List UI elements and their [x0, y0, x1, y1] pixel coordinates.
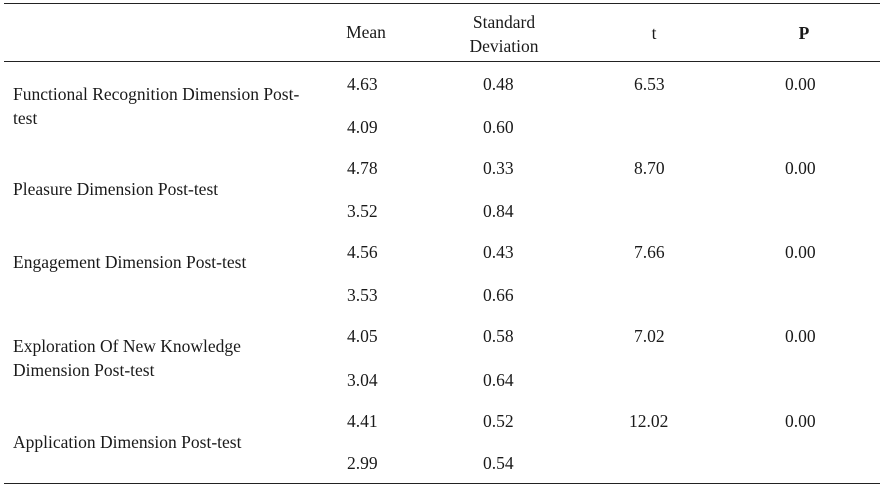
mean-value: 4.09: [347, 117, 378, 137]
table-header-rule: [4, 61, 880, 62]
sd-value: 0.64: [483, 370, 514, 390]
mean-value: 4.05: [347, 326, 378, 346]
p-value: 0.00: [785, 158, 816, 178]
mean-value: 2.99: [347, 453, 378, 473]
sd-value: 0.60: [483, 117, 514, 137]
t-value: 8.70: [634, 158, 665, 178]
table-top-rule: [4, 3, 880, 4]
row-label: Engagement Dimension Post-test: [13, 252, 247, 272]
mean-value: 3.04: [347, 370, 378, 390]
row-label: Exploration Of New Knowledge Dimension P…: [13, 336, 241, 380]
sd-value: 0.84: [483, 201, 514, 221]
mean-value: 4.56: [347, 242, 378, 262]
sd-value: 0.58: [483, 326, 514, 346]
p-value: 0.00: [785, 411, 816, 431]
row-label: Application Dimension Post-test: [13, 432, 242, 452]
results-table: Mean Standard Deviation t P Functional R…: [4, 0, 880, 485]
sd-value: 0.54: [483, 453, 514, 473]
sd-value: 0.43: [483, 242, 514, 262]
sd-value: 0.48: [483, 74, 514, 94]
t-value: 7.02: [634, 326, 665, 346]
p-value: 0.00: [785, 74, 816, 94]
mean-value: 4.41: [347, 411, 378, 431]
p-value: 0.00: [785, 242, 816, 262]
header-t: t: [651, 23, 657, 43]
mean-value: 4.63: [347, 74, 378, 94]
row-label: Functional Recognition Dimension Post-te…: [13, 84, 300, 128]
header-mean: Mean: [346, 22, 386, 42]
sd-value: 0.52: [483, 411, 514, 431]
t-value: 6.53: [634, 74, 665, 94]
table-bottom-rule: [4, 483, 880, 484]
header-p: P: [798, 23, 810, 43]
t-value: 7.66: [634, 242, 665, 262]
mean-value: 3.52: [347, 201, 378, 221]
header-standard-deviation: Standard Deviation: [434, 10, 574, 58]
t-value: 12.02: [629, 411, 669, 431]
p-value: 0.00: [785, 326, 816, 346]
sd-value: 0.66: [483, 285, 514, 305]
header-sd-text: Standard Deviation: [469, 12, 539, 56]
row-label: Pleasure Dimension Post-test: [13, 179, 219, 199]
mean-value: 3.53: [347, 285, 378, 305]
sd-value: 0.33: [483, 158, 514, 178]
mean-value: 4.78: [347, 158, 378, 178]
